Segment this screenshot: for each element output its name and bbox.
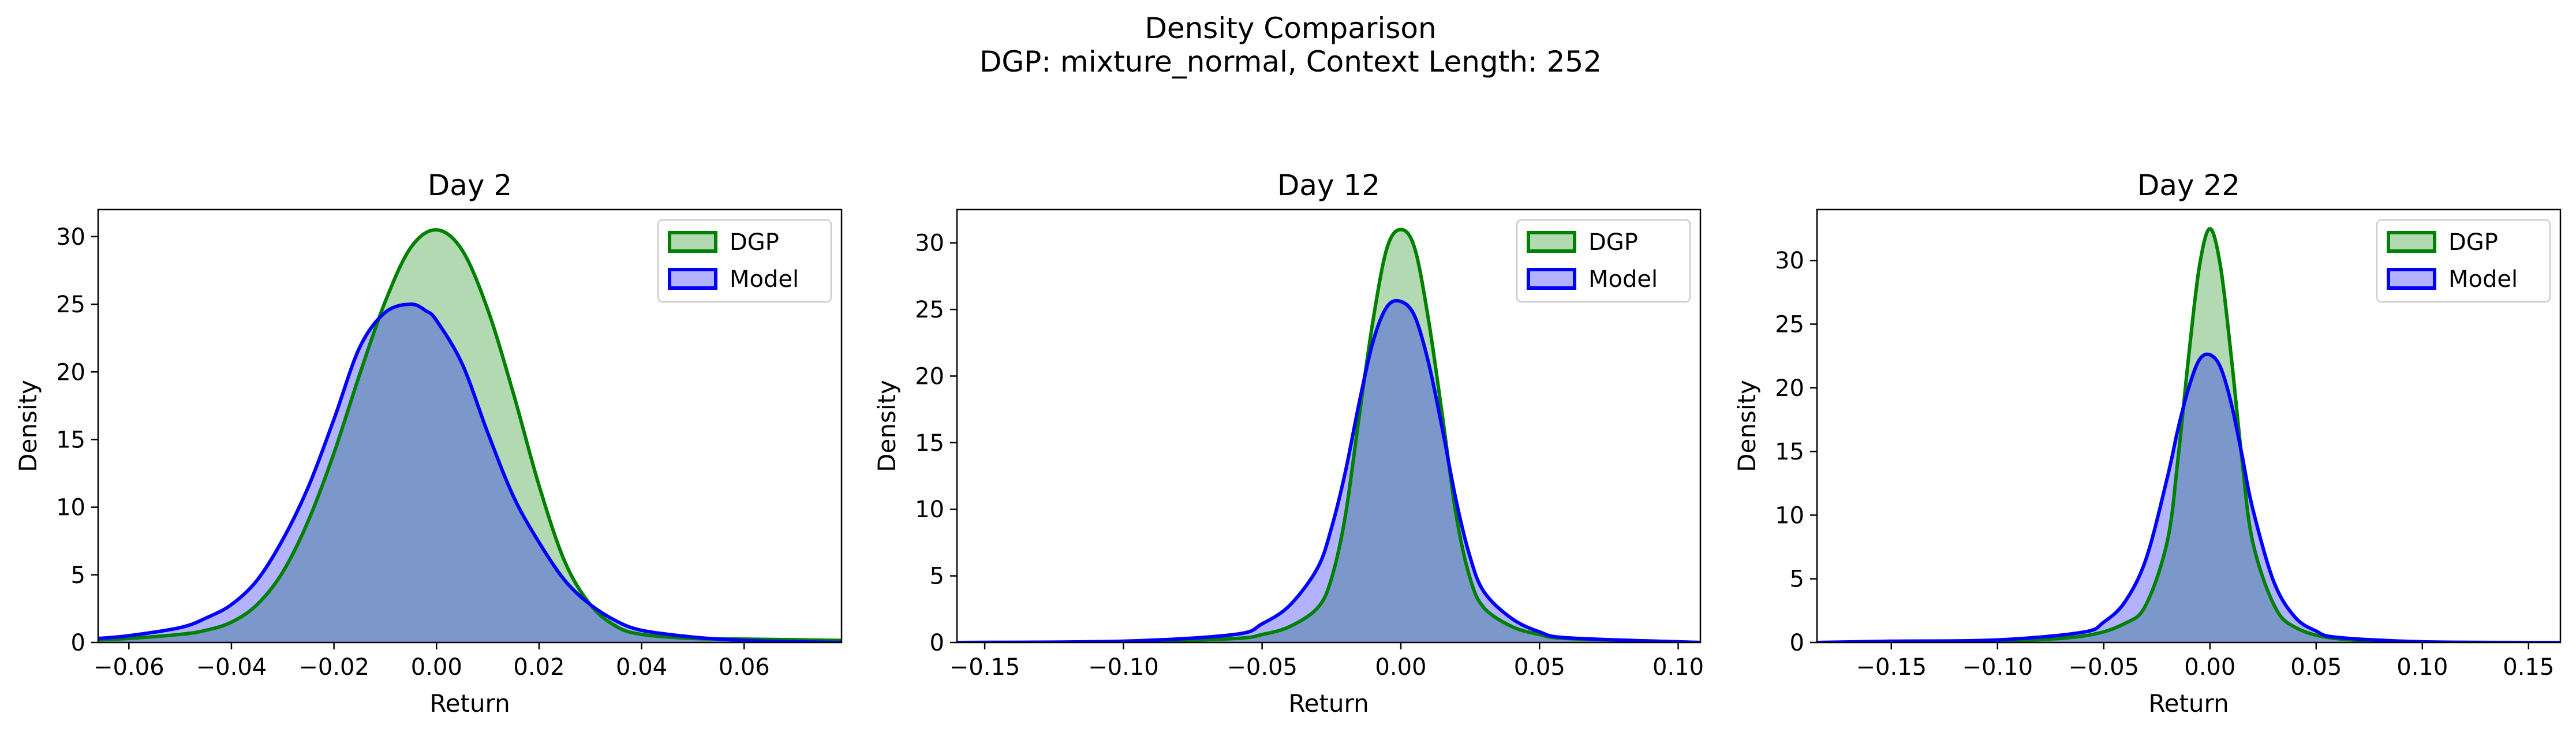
y-tick-label: 10 (56, 495, 85, 521)
subplot-title: Day 12 (1277, 169, 1380, 202)
y-tick-label: 15 (56, 427, 85, 453)
legend-label-dgp: DGP (2448, 229, 2498, 256)
y-tick-label: 30 (915, 230, 944, 257)
legend-label-model: Model (730, 266, 799, 293)
y-tick-label: 10 (1775, 502, 1804, 529)
y-axis-label: Density (14, 380, 42, 472)
legend: DGP Model (657, 219, 832, 303)
plot-frame (1816, 208, 2562, 644)
x-tick-label: −0.10 (1962, 654, 2033, 681)
plot-frame (97, 208, 843, 644)
x-tick-label: 0.10 (2396, 654, 2448, 681)
subplot-panels: Day 2 −0.06 −0.04 −0.02 0.00 0.02 0.04 0.06 0 5 10… (14, 169, 2562, 718)
y-axis-label: Density (1733, 380, 1761, 472)
y-tick-label: 5 (930, 563, 944, 590)
y-axis-label: Density (873, 380, 901, 472)
y-tick-label: 5 (1790, 566, 1804, 593)
dgp-density-fill (98, 230, 842, 642)
x-axis-label: Return (1288, 689, 1369, 718)
x-tick-label: 0.05 (2290, 654, 2342, 681)
model-density-fill (98, 304, 842, 642)
x-tick-label: 0.10 (1652, 654, 1704, 681)
legend-box (1516, 219, 1691, 303)
x-tick-label: 0.15 (2503, 654, 2554, 681)
density-areas (98, 228, 842, 642)
x-tick-label: 0.02 (513, 654, 564, 681)
x-tick-label: −0.02 (298, 654, 369, 681)
legend: DGP Model (2376, 219, 2551, 303)
model-density-fill (957, 300, 1700, 642)
y-tick-label: 0 (1790, 630, 1804, 656)
model-density-fill (1817, 354, 2560, 642)
y-tick-label: 20 (1775, 375, 1804, 402)
subplot-2: Day 12 −0.15 −0.10 −0.05 0.00 0.05 0.10 0 5 10 15 2… (873, 169, 1704, 718)
subplot-3: Day 22 −0.15 −0.10 −0.05 0.00 0.05 0.10 0.15 0 5 1… (1733, 169, 2562, 718)
figure-title-line2: DGP: mixture_normal, Context Length: 252 (979, 45, 1602, 79)
x-tick-label: 0.04 (616, 654, 667, 681)
figure-title-line1: Density Comparison (1145, 12, 1436, 45)
subplot-1: Day 2 −0.06 −0.04 −0.02 0.00 0.02 0.04 0.06 0 5 10… (14, 169, 843, 718)
density-areas (957, 227, 1700, 642)
legend-label-dgp: DGP (730, 229, 779, 256)
dgp-density-fill (1817, 229, 2560, 642)
legend-swatch-dgp (1527, 231, 1576, 253)
y-tick-label: 10 (915, 496, 944, 523)
y-tick-label: 20 (56, 359, 85, 386)
model-density-line (1817, 352, 2560, 642)
x-tick-label: −0.15 (1856, 654, 1927, 681)
dgp-density-line (957, 227, 1700, 642)
model-density-line (957, 298, 1700, 642)
y-tick-label: 25 (1775, 312, 1804, 338)
x-tick-label: −0.05 (2069, 654, 2140, 681)
legend-swatch-model (2387, 268, 2436, 290)
legend-swatch-model (1527, 268, 1576, 290)
subplot-title: Day 2 (428, 169, 512, 202)
x-tick-label: −0.06 (94, 654, 164, 681)
x-tick-label: −0.10 (1088, 654, 1159, 681)
legend-box (657, 219, 832, 303)
legend-label-model: Model (2448, 266, 2518, 293)
x-tick-label: −0.05 (1227, 654, 1298, 681)
y-tick-label: 0 (930, 630, 944, 656)
y-tick-label: 5 (71, 562, 85, 589)
legend-box (2376, 219, 2551, 303)
y-tick-label: 30 (1775, 248, 1804, 274)
dgp-density-line (1817, 227, 2560, 642)
x-tick-label: −0.04 (196, 654, 267, 681)
x-tick-label: 0.00 (411, 654, 462, 681)
plot-frame (956, 208, 1702, 644)
y-tick-label: 30 (56, 224, 85, 251)
dgp-density-line (98, 228, 842, 642)
y-tick-label: 15 (1775, 439, 1804, 465)
x-tick-label: 0.05 (1514, 654, 1565, 681)
x-tick-label: 0.00 (2184, 654, 2235, 681)
legend-label-model: Model (1588, 266, 1658, 293)
model-density-line (98, 302, 842, 642)
y-tick-label: 20 (915, 363, 944, 390)
subplot-title: Day 22 (2137, 169, 2240, 202)
x-tick-label: 0.00 (1375, 654, 1426, 681)
x-tick-label: −0.15 (949, 654, 1020, 681)
legend: DGP Model (1516, 219, 1691, 303)
legend-label-dgp: DGP (1588, 229, 1638, 256)
legend-swatch-dgp (668, 231, 717, 253)
y-tick-label: 0 (71, 630, 85, 656)
y-tick-label: 25 (56, 292, 85, 318)
density-areas (1817, 227, 2560, 642)
y-tick-label: 25 (915, 297, 944, 323)
x-axis-label: Return (429, 689, 510, 718)
x-axis-label: Return (2148, 689, 2229, 718)
x-tick-label: 0.06 (719, 654, 770, 681)
legend-swatch-dgp (2387, 231, 2436, 253)
y-tick-label: 15 (915, 430, 944, 457)
legend-swatch-model (668, 268, 717, 290)
